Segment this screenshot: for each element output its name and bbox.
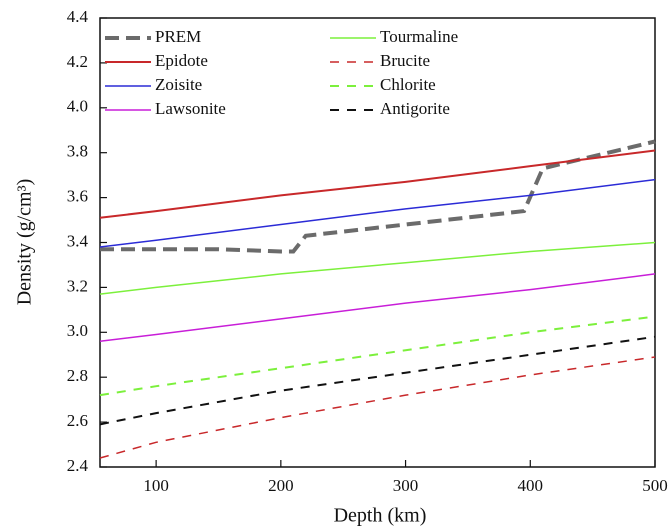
legend-label: Antigorite [380, 99, 450, 118]
legend-label: Zoisite [155, 75, 202, 94]
legend-label: Lawsonite [155, 99, 226, 118]
x-tick-label: 100 [143, 476, 169, 495]
y-tick-label: 2.4 [67, 456, 89, 475]
series-line [99, 149, 656, 219]
series-line [99, 241, 656, 295]
x-tick-label: 500 [642, 476, 668, 495]
y-tick-label: 2.6 [67, 411, 88, 430]
y-tick-label: 4.4 [67, 7, 89, 26]
legend-label: Chlorite [380, 75, 436, 94]
y-axis-label: Density (g/cm³) [14, 179, 36, 306]
series-line [99, 273, 656, 343]
x-axis-label: Depth (km) [334, 505, 427, 527]
series-line [100, 139, 656, 254]
legend-label: Epidote [155, 51, 208, 70]
y-tick-label: 3.2 [67, 276, 88, 295]
x-tick-label: 200 [268, 476, 294, 495]
x-tick-label: 300 [393, 476, 419, 495]
y-tick-label: 4.2 [67, 52, 88, 71]
series-line [99, 315, 656, 397]
legend-label: PREM [155, 27, 201, 46]
series-line [99, 178, 656, 248]
x-tick-label: 400 [518, 476, 544, 495]
y-tick-label: 3.6 [67, 187, 88, 206]
series-line [99, 335, 656, 426]
y-tick-label: 2.8 [67, 366, 88, 385]
legend-label: Brucite [380, 51, 430, 70]
y-tick-label: 3.4 [67, 231, 89, 250]
y-tick-label: 3.8 [67, 142, 88, 161]
legend-label: Tourmaline [380, 27, 458, 46]
y-tick-label: 3.0 [67, 321, 88, 340]
y-tick-label: 4.0 [67, 97, 88, 116]
series-line [99, 356, 656, 459]
